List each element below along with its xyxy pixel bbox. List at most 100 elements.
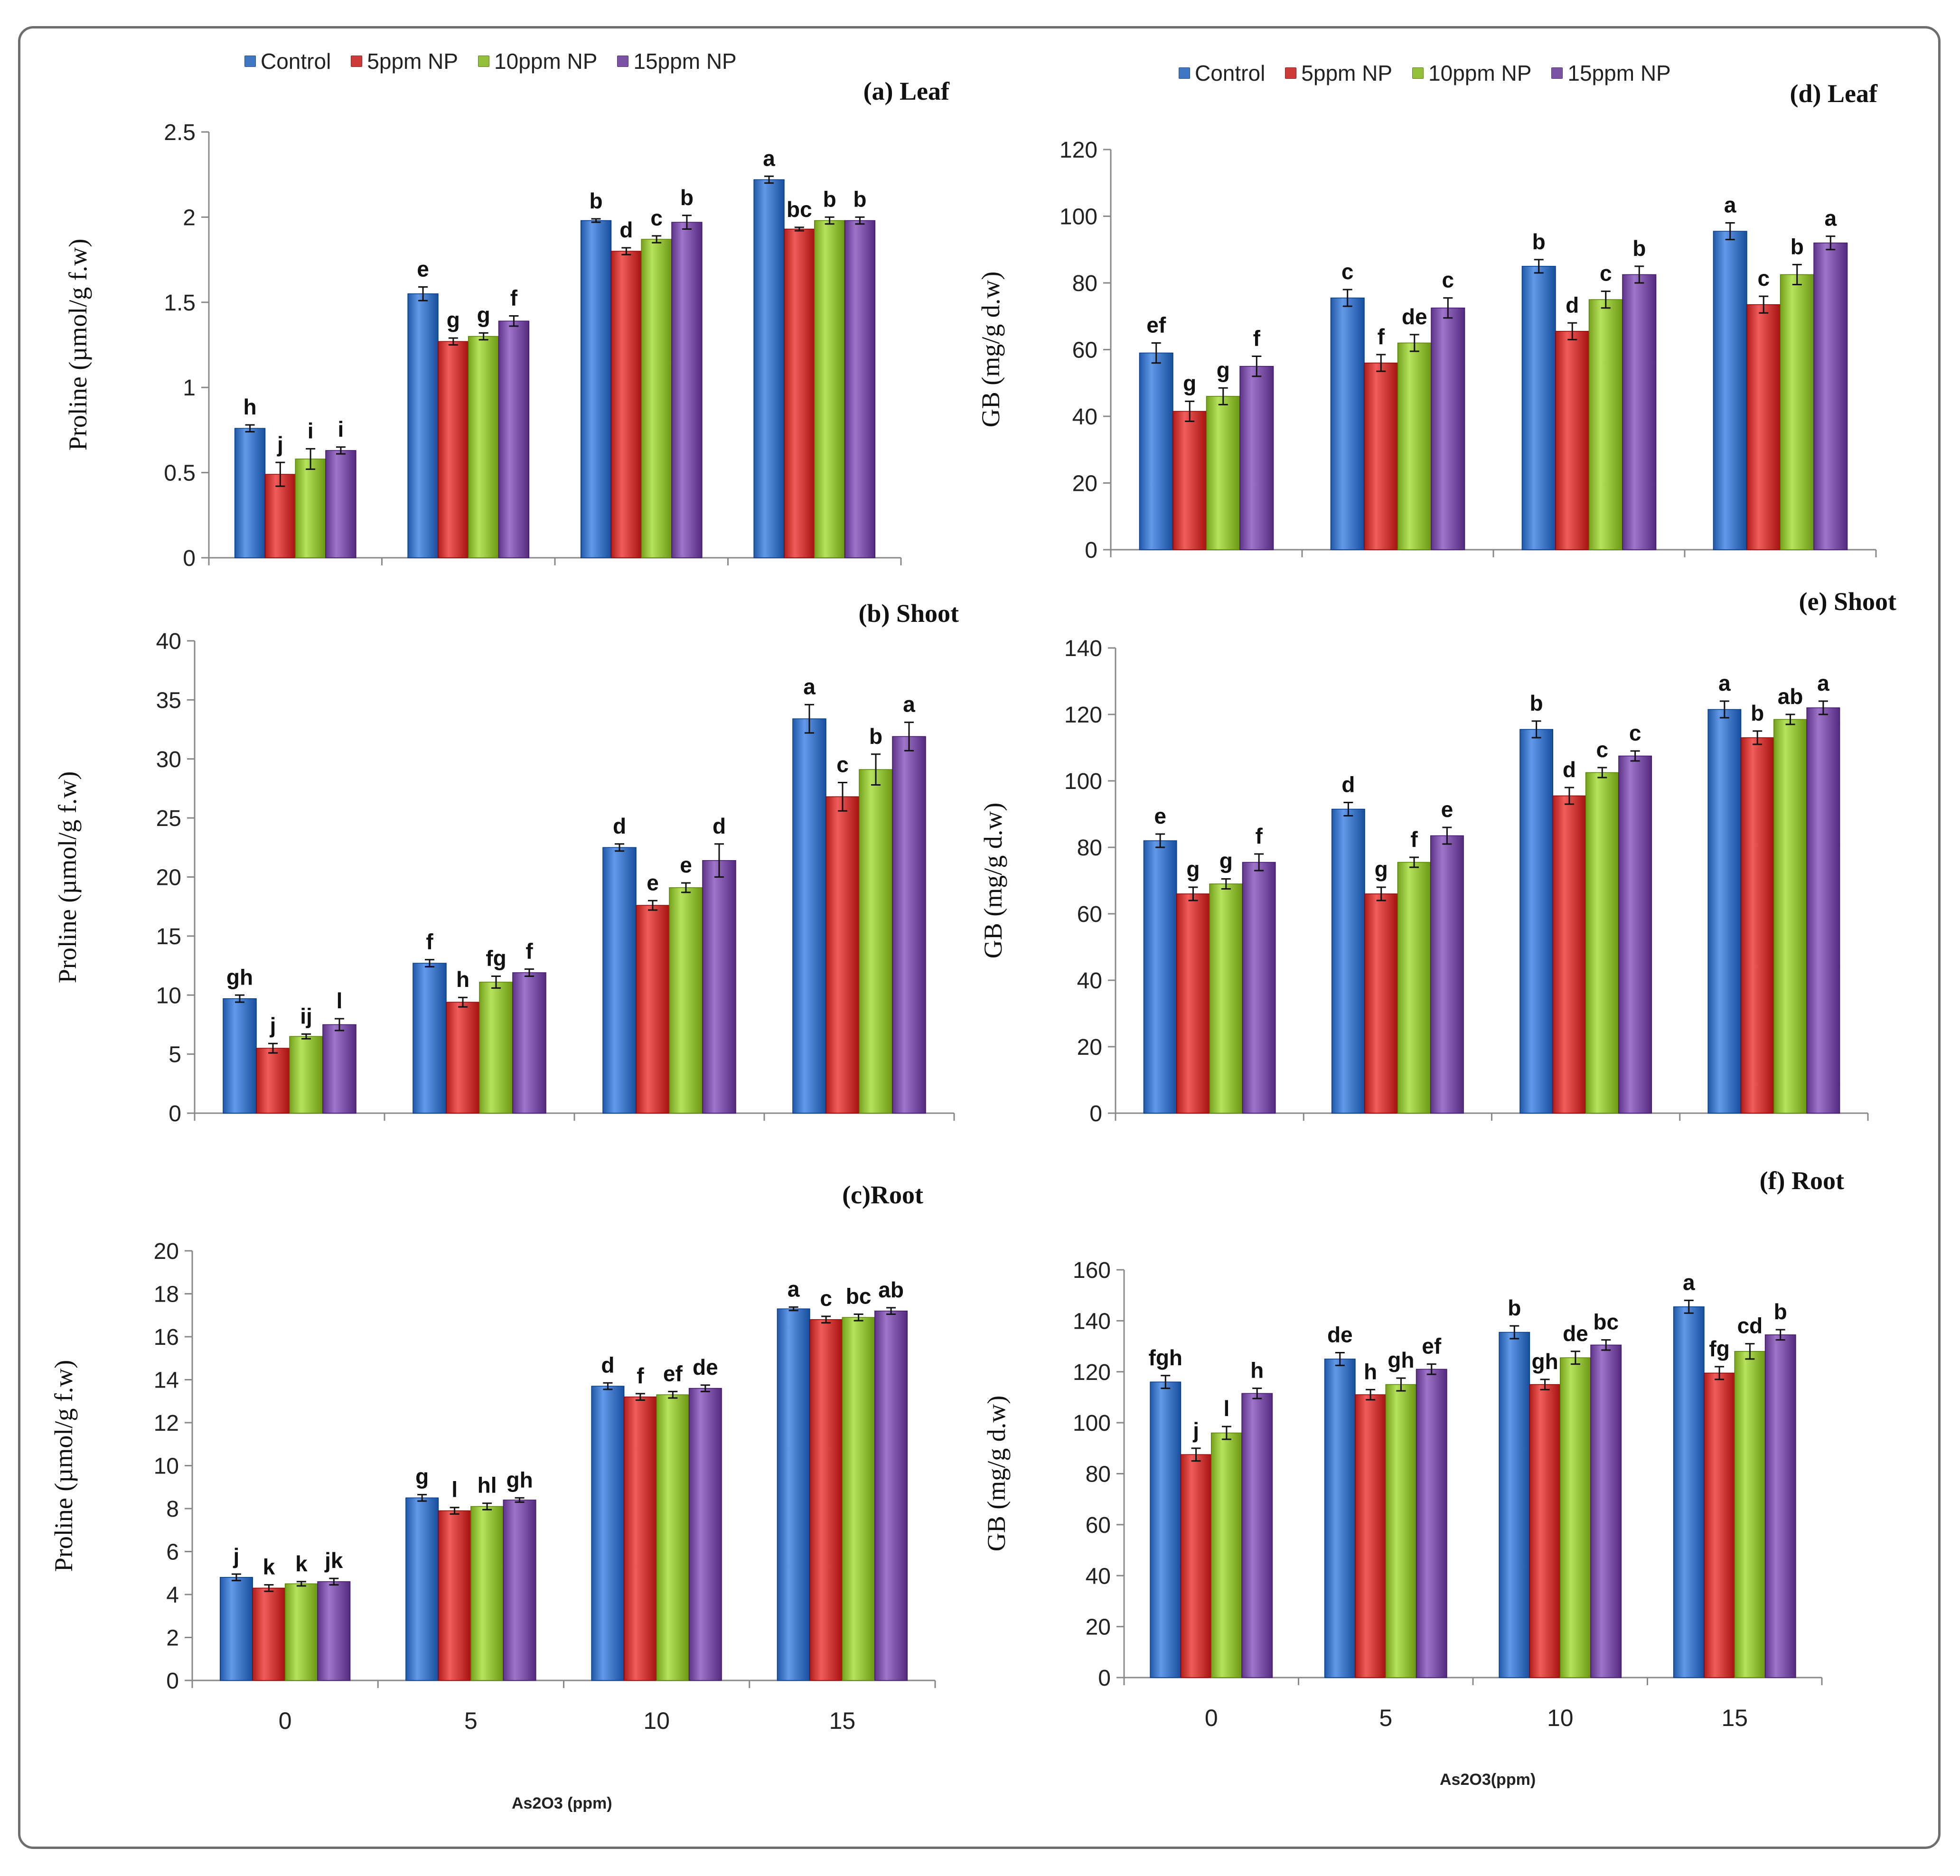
chart-d-significance-letter: de: [1402, 304, 1427, 329]
chart-b-significance-letter: gh: [226, 965, 253, 989]
chart-f-bar: [1211, 1432, 1242, 1678]
chart-d-panel-title: (d) Leaf: [1790, 79, 1878, 108]
chart-c-bar: [656, 1394, 690, 1681]
chart-f-y-tick-label: 20: [1086, 1615, 1111, 1640]
chart-a-bar: [468, 336, 499, 558]
chart-c-bar: [688, 1388, 722, 1681]
chart-d-significance-letter: c: [1757, 266, 1770, 291]
legend-item-10ppm: 10ppm NP: [478, 48, 597, 74]
chart-e-significance-letter: g: [1219, 849, 1233, 873]
chart-b-bar: [322, 1024, 356, 1114]
chart-a-significance-letter: g: [477, 302, 490, 327]
chart-f-significance-letter: l: [1224, 1396, 1230, 1421]
chart-e-bar: [1176, 893, 1210, 1114]
chart-d-y-tick-label: 120: [1060, 138, 1097, 163]
chart-f-bar: [1499, 1332, 1530, 1678]
chart-b-bar: [512, 972, 546, 1114]
chart-f-significance-letter: h: [1364, 1359, 1377, 1384]
chart-b-y-tick-label: 25: [156, 806, 181, 831]
chart-b-panel-title: (b) Shoot: [858, 599, 959, 628]
chart-e-y-tick-label: 60: [1077, 902, 1102, 927]
chart-e-y-tick-label: 40: [1077, 968, 1102, 994]
chart-f-bar: [1673, 1306, 1705, 1678]
chart-e-panel-title: (e) Shoot: [1799, 587, 1896, 616]
legend-item-control: Control: [244, 48, 331, 74]
chart-a-bar: [610, 251, 642, 558]
chart-d-significance-letter: d: [1566, 292, 1579, 317]
chart-a-bar: [498, 320, 530, 558]
chart-c-bar: [777, 1308, 810, 1681]
chart-c-bar: [438, 1510, 471, 1681]
chart-f-bar: [1764, 1334, 1796, 1678]
chart-b-y-tick-label: 5: [169, 1042, 181, 1068]
chart-c-y-tick-label: 12: [154, 1411, 179, 1436]
x-axis-title-left: As2O3 (ppm): [512, 1794, 612, 1812]
chart-f-y-tick-label: 80: [1086, 1462, 1111, 1487]
chart-c-bar: [809, 1319, 843, 1681]
chart-d-bar: [1780, 274, 1814, 550]
chart-a-y-tick-label: 2.5: [164, 120, 196, 145]
chart-b-significance-letter: ij: [300, 1004, 312, 1028]
chart-c-bar: [405, 1497, 439, 1681]
chart-a-significance-letter: b: [853, 187, 866, 211]
chart-e-bar: [1707, 709, 1742, 1114]
chart-c-significance-letter: jk: [324, 1548, 343, 1573]
legend-right: Control 5ppm NP 10ppm NP 15ppm NP: [1179, 60, 1691, 86]
chart-b-significance-letter: b: [869, 724, 882, 749]
chart-c-y-tick-label: 16: [154, 1325, 179, 1350]
chart-e-bar: [1618, 755, 1652, 1114]
chart-c-significance-letter: gh: [506, 1467, 533, 1492]
chart-f-x-tick-label: 0: [1205, 1705, 1218, 1731]
x-axis-title-right: As2O3(ppm): [1440, 1771, 1536, 1789]
chart-f-significance-letter: ef: [1422, 1334, 1442, 1359]
chart-c-y-axis-label: Proline (µmol/g f.w): [49, 1360, 78, 1572]
chart-d-bar: [1521, 266, 1556, 550]
chart-c-y-tick-label: 14: [154, 1368, 179, 1393]
chart-f-significance-letter: h: [1250, 1358, 1264, 1383]
chart-b-significance-letter: d: [613, 814, 626, 838]
chart-c-bar: [591, 1386, 625, 1681]
chart-f-y-tick-label: 140: [1073, 1309, 1111, 1334]
chart-f-significance-letter: fg: [1709, 1336, 1729, 1361]
chart-f-bar: [1529, 1384, 1561, 1678]
chart-c-significance-letter: j: [233, 1544, 240, 1568]
chart-c-panel-title: (c)Root: [842, 1181, 923, 1209]
chart-b-bar: [669, 887, 703, 1114]
legend-swatch-control: [244, 56, 256, 67]
chart-c-y-tick-label: 2: [166, 1626, 179, 1651]
chart-b-significance-letter: fg: [486, 946, 506, 970]
legend-item-15ppm: 15ppm NP: [617, 48, 737, 74]
chart-d-significance-letter: f: [1253, 326, 1261, 351]
chart-c-bar: [317, 1581, 351, 1681]
legend-swatch-10ppm: [478, 56, 490, 67]
legend-swatch-5ppm: [351, 56, 363, 67]
chart-b-significance-letter: e: [680, 853, 692, 877]
chart-c-significance-letter: ab: [878, 1277, 904, 1302]
legend-left: Control 5ppm NP 10ppm NP 15ppm NP: [244, 48, 757, 74]
chart-b-significance-letter: f: [426, 929, 433, 954]
chart-c-bar: [284, 1583, 318, 1681]
chart-c-bar: [842, 1317, 875, 1681]
chart-a-bar: [844, 220, 876, 558]
chart-d-bar: [1813, 242, 1848, 550]
chart-e-significance-letter: b: [1751, 701, 1764, 725]
chart-c-bar: [623, 1396, 657, 1681]
chart-d-significance-letter: ef: [1146, 312, 1166, 337]
legend-item-5ppm: 5ppm NP: [351, 48, 458, 74]
chart-f-significance-letter: gh: [1388, 1348, 1414, 1372]
chart-f-bar: [1385, 1384, 1417, 1678]
chart-e-significance-letter: c: [1629, 721, 1641, 745]
chart-a-significance-letter: g: [447, 308, 460, 332]
chart-e-y-axis-label: GB (mg/g d.w): [979, 803, 1007, 958]
chart-c-significance-letter: g: [415, 1464, 429, 1489]
chart-e-bar: [1740, 737, 1774, 1114]
chart-a-panel-title: (a) Leaf: [863, 77, 950, 105]
chart-a-y-tick-label: 2: [183, 205, 196, 230]
chart-c-significance-letter: bc: [846, 1284, 872, 1308]
chart-c-significance-letter: c: [820, 1286, 832, 1311]
chart-c-significance-letter: k: [295, 1551, 308, 1576]
chart-b-bar: [446, 1002, 480, 1114]
chart-a-significance-letter: c: [650, 206, 663, 230]
chart-e-y-tick-label: 80: [1077, 835, 1102, 861]
chart-e-bar: [1519, 729, 1554, 1114]
